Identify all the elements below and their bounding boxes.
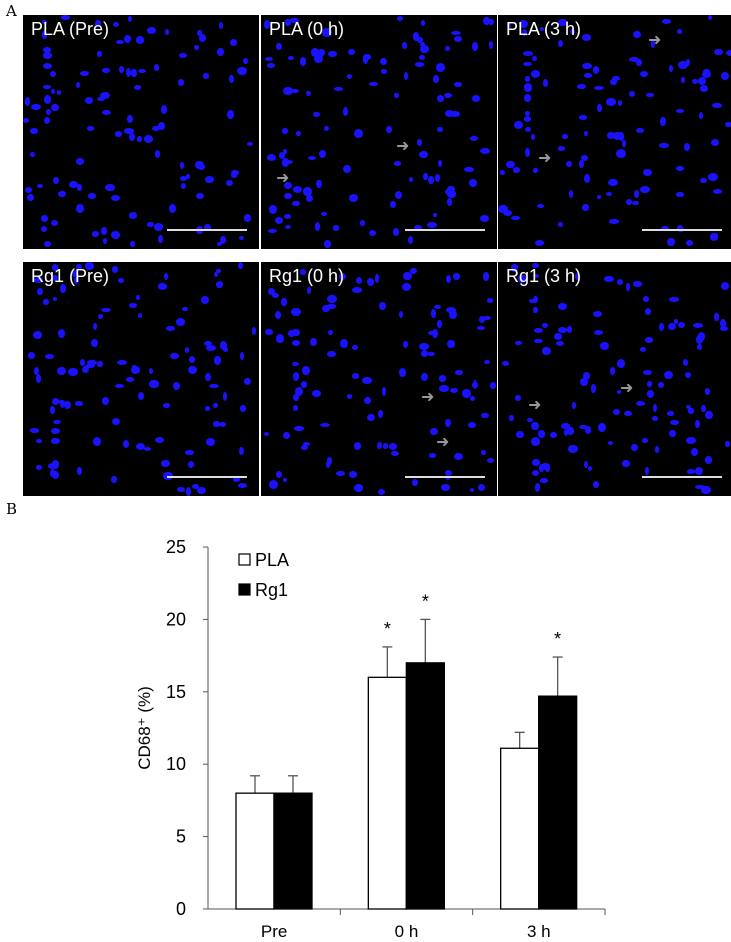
micrograph-title: PLA (3 h): [506, 19, 582, 39]
bar-rg1: [273, 792, 313, 910]
significance-marker: *: [554, 629, 561, 649]
arrow-icon: ➜: [648, 32, 662, 49]
y-tick-label: 20: [166, 609, 186, 629]
bar-pla: [500, 747, 540, 910]
x-tick-label: 3 h: [527, 922, 551, 941]
scale-bar: [167, 229, 247, 231]
arrow-icon: ➜: [421, 389, 435, 406]
scale-bar: [405, 229, 485, 231]
y-tick-label: 5: [176, 827, 186, 847]
scale-bar: [642, 229, 722, 231]
arrow-icon: ➜: [436, 434, 450, 451]
x-tick-label: 0 h: [395, 922, 419, 941]
micrograph-pla-0-h: PLA (0 h) ➜ ➜: [261, 15, 497, 249]
scale-bar: [642, 476, 722, 478]
arrow-icon: ➜: [620, 380, 634, 397]
legend-swatch: [238, 583, 251, 596]
legend-swatch: [238, 553, 251, 566]
x-tick-label: Pre: [261, 922, 287, 941]
significance-marker: *: [422, 591, 429, 611]
micrograph-title: PLA (Pre): [31, 19, 110, 39]
micrograph-title: PLA (0 h): [269, 19, 345, 39]
bar-pla: [235, 792, 275, 910]
micrograph-pla-pre: PLA (Pre): [23, 15, 259, 249]
arrow-icon: ➜: [538, 150, 552, 167]
micrograph-title: Rg1 (3 h): [506, 266, 582, 286]
significance-marker: *: [384, 619, 391, 639]
arrow-icon: ➜: [396, 138, 410, 155]
scale-bar: [167, 476, 247, 478]
micrograph-pla-3-h: PLA (3 h) ➜ ➜: [498, 15, 731, 249]
scale-bar: [405, 476, 485, 478]
micrograph-rg1-pre: Rg1 (Pre): [23, 262, 259, 496]
y-tick-label: 0: [176, 899, 186, 919]
legend-label: Rg1: [255, 580, 288, 600]
micrograph-rg1-0-h: Rg1 (0 h) ➜ ➜: [261, 262, 497, 496]
micrograph-title: Rg1 (0 h): [269, 266, 345, 286]
legend-label: PLA: [255, 550, 289, 570]
micrograph-title: Rg1 (Pre): [31, 266, 110, 286]
y-tick-label: 15: [166, 682, 186, 702]
bar-rg1: [405, 662, 445, 910]
bar-pla: [367, 676, 407, 910]
panel-a-label: A: [6, 2, 17, 20]
bar-rg1: [538, 695, 578, 910]
micrograph-rg1-3-h: Rg1 (3 h) ➜ ➜: [498, 262, 731, 496]
arrow-icon: ➜: [528, 397, 542, 414]
arrow-icon: ➜: [276, 170, 290, 187]
y-tick-label: 25: [166, 537, 186, 557]
y-axis-label: CD68⁺ (%): [135, 686, 154, 770]
y-tick-label: 10: [166, 754, 186, 774]
panel-b-label: B: [6, 500, 18, 518]
